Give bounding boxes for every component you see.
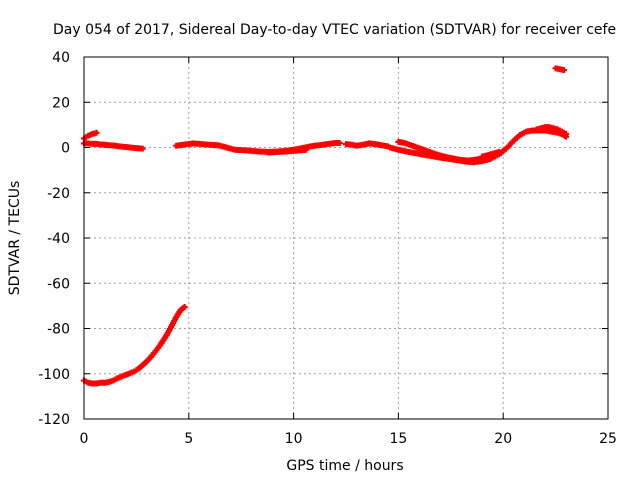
y-tick-label: -80 (47, 322, 70, 338)
data-point (139, 145, 146, 152)
data-points (81, 65, 570, 387)
axis-tick-labels: 0 5 10 15 20 25 -120 -100 -80 -60 -40 -20 0 20 40 (38, 50, 617, 447)
data-point (563, 130, 570, 137)
y-tick-label: -20 (47, 186, 70, 202)
grid (84, 57, 608, 419)
y-tick-label: -40 (47, 231, 70, 247)
x-tick-label: 0 (80, 431, 89, 447)
y-tick-label: -100 (38, 367, 70, 383)
x-tick-label: 25 (599, 431, 617, 447)
x-tick-label: 10 (285, 431, 303, 447)
x-axis-label: GPS time / hours (286, 458, 403, 474)
y-tick-label: 0 (61, 141, 70, 157)
data-point (336, 139, 343, 146)
series-arc-5 (265, 146, 310, 156)
y-tick-label: 40 (52, 50, 70, 66)
data-point (181, 304, 188, 311)
y-tick-label: -120 (38, 412, 70, 428)
series-arc-11 (552, 65, 567, 74)
series-arc-9 (479, 149, 503, 160)
chart-title: Day 054 of 2017, Sidereal Day-to-day VTE… (53, 22, 616, 38)
series-arc-3 (81, 304, 188, 387)
series-arc-10 (533, 124, 570, 137)
series-arc-6 (343, 140, 391, 150)
data-point (560, 67, 567, 74)
series-arc-4 (173, 139, 343, 156)
data-point (93, 129, 100, 136)
x-tick-label: 5 (184, 431, 193, 447)
x-tick-label: 20 (494, 431, 512, 447)
data-point (303, 146, 310, 153)
series-arc-2 (81, 140, 146, 152)
y-tick-label: -60 (47, 276, 70, 292)
y-axis-label: SDTVAR / TECUs (7, 181, 23, 296)
x-tick-label: 15 (389, 431, 407, 447)
plot-frame (83, 56, 609, 420)
y-tick-label: 20 (52, 95, 70, 111)
data-point (496, 149, 503, 156)
